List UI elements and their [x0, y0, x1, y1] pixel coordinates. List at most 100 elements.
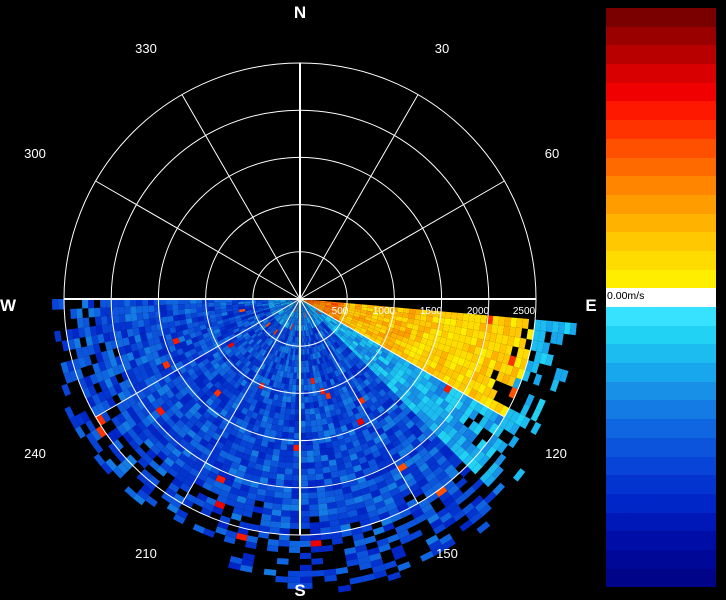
legend-label: 5.33m/s — [607, 140, 645, 153]
velocity-bin — [277, 467, 286, 475]
velocity-bin — [367, 304, 374, 309]
velocity-bin — [341, 351, 348, 358]
velocity-bin — [341, 342, 349, 350]
velocity-bin — [226, 368, 234, 376]
velocity-bin — [383, 414, 393, 424]
velocity-bin — [263, 357, 269, 365]
velocity-bin — [232, 301, 239, 305]
velocity-bin — [320, 454, 329, 462]
velocity-bin — [153, 336, 161, 345]
velocity-bin — [334, 363, 340, 370]
velocity-bin — [206, 373, 215, 382]
velocity-bin — [429, 383, 439, 394]
velocity-bin — [275, 431, 283, 438]
velocity-bin — [202, 307, 209, 312]
velocity-bin — [286, 450, 294, 457]
velocity-bin — [295, 306, 298, 313]
azimuth-spoke — [299, 94, 419, 300]
velocity-bin — [384, 476, 396, 486]
velocity-bin — [345, 362, 353, 370]
velocity-bin — [502, 353, 511, 365]
velocity-bin — [259, 421, 267, 429]
velocity-bin — [360, 486, 371, 496]
velocity-bin — [302, 324, 305, 331]
velocity-bin — [293, 312, 296, 319]
velocity-bin — [322, 381, 328, 388]
velocity-bin — [219, 515, 231, 525]
velocity-bin — [308, 309, 313, 315]
velocity-bin — [281, 352, 286, 359]
velocity-bin — [308, 329, 312, 336]
velocity-bin — [418, 355, 427, 364]
velocity-bin — [121, 458, 134, 471]
velocity-bin — [275, 369, 281, 377]
velocity-bin — [330, 470, 340, 479]
velocity-bin — [343, 492, 354, 501]
velocity-bin — [246, 441, 255, 450]
velocity-bin — [283, 346, 288, 354]
velocity-bin — [221, 483, 232, 493]
velocity-bin — [318, 382, 324, 389]
velocity-bin — [332, 318, 339, 323]
velocity-bin — [461, 375, 471, 386]
velocity-bin — [245, 344, 252, 352]
velocity-bin — [323, 348, 329, 356]
velocity-bin — [263, 428, 271, 436]
velocity-bin — [337, 338, 344, 345]
velocity-bin — [265, 338, 272, 345]
velocity-bin — [358, 317, 365, 323]
velocity-bin — [181, 448, 193, 458]
velocity-bin — [289, 414, 295, 421]
velocity-bin — [267, 315, 273, 320]
velocity-bin — [461, 502, 475, 515]
velocity-bin — [334, 426, 343, 435]
velocity-bin — [80, 410, 91, 423]
velocity-bin — [396, 420, 406, 430]
velocity-bin — [451, 489, 464, 501]
velocity-bin — [333, 488, 344, 496]
velocity-bin — [504, 408, 515, 420]
velocity-bin — [283, 334, 287, 341]
velocity-bin — [439, 533, 453, 545]
velocity-bin — [161, 422, 172, 432]
velocity-bin — [285, 334, 289, 341]
velocity-bin — [265, 322, 271, 328]
velocity-bin — [288, 420, 295, 427]
velocity-bin — [69, 370, 79, 382]
velocity-bin — [220, 329, 228, 336]
velocity-bin — [361, 492, 373, 502]
velocity-bin — [296, 318, 299, 325]
velocity-bin — [227, 351, 235, 359]
velocity-bin — [329, 378, 336, 386]
velocity-bin — [192, 402, 202, 412]
velocity-bin — [380, 351, 388, 359]
velocity-bin — [97, 391, 107, 403]
velocity-bin — [325, 317, 332, 323]
velocity-bin — [488, 399, 499, 411]
velocity-bin — [432, 316, 439, 324]
velocity-bin — [420, 337, 428, 345]
velocity-bin — [115, 355, 124, 366]
velocity-bin — [369, 335, 377, 342]
velocity-bin — [289, 372, 294, 379]
velocity-bin — [354, 470, 365, 479]
velocity-bin — [180, 379, 189, 388]
velocity-bin — [445, 368, 455, 378]
velocity-bin — [273, 412, 280, 420]
velocity-bin — [183, 392, 193, 402]
velocity-bin — [280, 383, 286, 390]
velocity-bin — [284, 365, 289, 372]
velocity-bin — [245, 389, 252, 397]
velocity-bin — [276, 357, 282, 364]
velocity-bin — [317, 363, 323, 371]
velocity-bin — [294, 300, 299, 306]
velocity-bin — [237, 391, 245, 400]
velocity-bin — [416, 330, 424, 338]
azimuth-spoke — [95, 298, 301, 418]
velocity-bin — [93, 343, 101, 354]
velocity-bin — [307, 317, 311, 323]
velocity-bin — [360, 461, 370, 470]
velocity-bin — [95, 325, 103, 335]
velocity-bin — [146, 393, 156, 404]
velocity-bin — [286, 396, 292, 403]
